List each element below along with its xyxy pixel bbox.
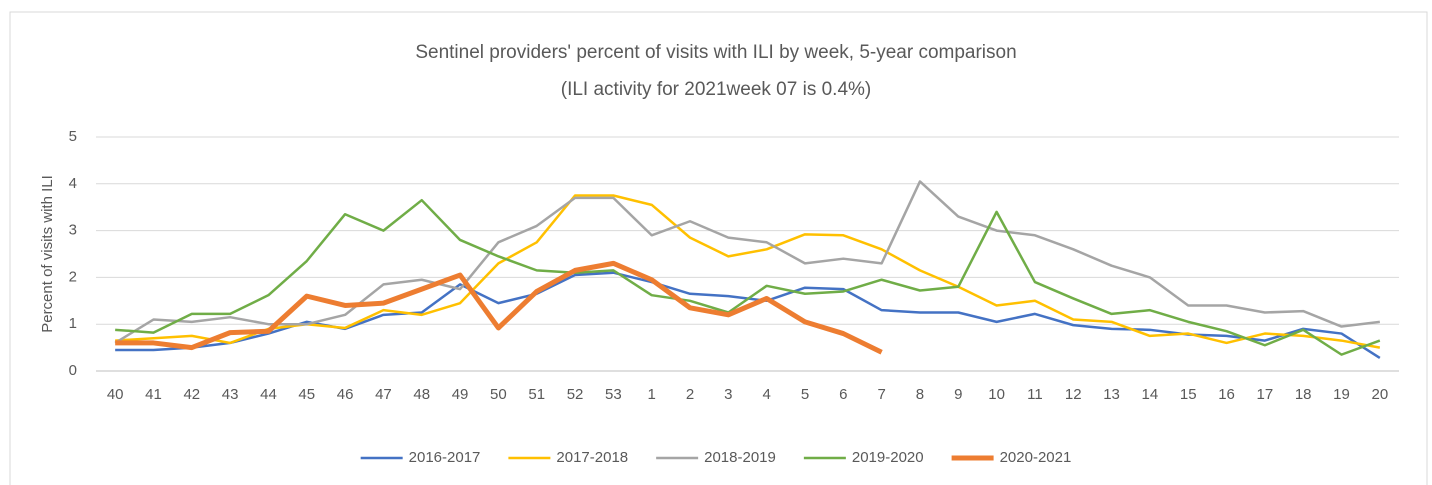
y-tick-label: 3 [69, 222, 77, 239]
x-tick-label: 15 [1180, 386, 1197, 403]
x-tick-label: 1 [648, 386, 656, 403]
x-tick-label: 44 [260, 386, 277, 403]
legend-label: 2020-2021 [1000, 449, 1072, 466]
x-tick-label: 13 [1103, 386, 1120, 403]
series-line [115, 260, 883, 355]
x-tick-label: 53 [605, 386, 622, 403]
chart-title: Sentinel providers' percent of visits wi… [415, 42, 1016, 63]
x-tick-label: 51 [528, 386, 545, 403]
x-tick-label: 5 [801, 386, 809, 403]
x-tick-label: 40 [107, 386, 124, 403]
x-tick-label: 20 [1371, 386, 1388, 403]
x-tick-label: 42 [183, 386, 200, 403]
y-tick-label: 4 [69, 175, 77, 192]
x-tick-label: 6 [839, 386, 847, 403]
x-tick-label: 7 [877, 386, 885, 403]
x-tick-label: 19 [1333, 386, 1350, 403]
x-tick-label: 41 [145, 386, 162, 403]
x-tick-label: 8 [916, 386, 924, 403]
y-axis-label: Percent of visits with ILI [39, 175, 56, 333]
y-tick-label: 2 [69, 268, 77, 285]
legend-label: 2016-2017 [409, 449, 481, 466]
x-tick-label: 16 [1218, 386, 1235, 403]
x-tick-label: 43 [222, 386, 239, 403]
chart-frame [9, 11, 1428, 485]
x-tick-label: 9 [954, 386, 962, 403]
y-tick-label: 5 [69, 128, 77, 145]
y-tick-label: 1 [69, 315, 77, 332]
x-tick-label: 12 [1065, 386, 1082, 403]
x-tick-label: 17 [1257, 386, 1274, 403]
x-tick-label: 11 [1027, 386, 1043, 403]
x-tick-label: 47 [375, 386, 392, 403]
legend-label: 2018-2019 [704, 449, 776, 466]
series-line [115, 198, 1381, 356]
x-tick-label: 52 [567, 386, 584, 403]
x-tick-label: 49 [452, 386, 469, 403]
y-tick-label: 0 [69, 362, 77, 379]
x-tick-label: 14 [1142, 386, 1159, 403]
x-tick-label: 10 [988, 386, 1005, 403]
x-tick-label: 50 [490, 386, 507, 403]
series-line [114, 180, 1380, 344]
x-tick-label: 18 [1295, 386, 1312, 403]
x-tick-label: 46 [337, 386, 354, 403]
series-line [115, 194, 1381, 349]
x-tick-label: 3 [724, 386, 732, 403]
legend-label: 2017-2018 [556, 449, 628, 466]
legend-label: 2019-2020 [852, 449, 924, 466]
x-tick-label: 45 [298, 386, 315, 403]
chart-subtitle: (ILI activity for 2021week 07 is 0.4%) [561, 79, 871, 100]
x-tick-label: 4 [762, 386, 770, 403]
x-tick-label: 2 [686, 386, 694, 403]
x-tick-label: 48 [413, 386, 430, 403]
